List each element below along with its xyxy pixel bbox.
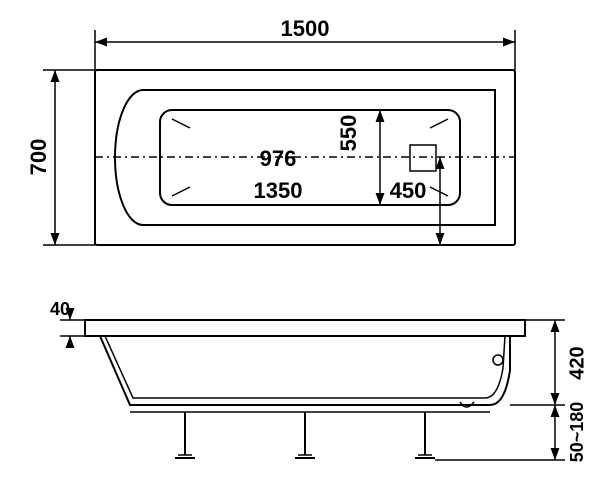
dim-label: 1500 [281,16,330,41]
basin-bevel [430,119,448,128]
leg [175,412,195,458]
tub-body [100,336,510,405]
dim-lip: 40 [50,299,85,348]
leg [295,412,315,458]
overflow-hole [493,355,503,365]
basin-bevel [172,119,190,128]
dim-label: 450 [390,178,427,203]
dim-depth: 420 [510,320,588,405]
basin-bevel [172,187,190,196]
dim-legs: 50~180 [435,402,587,463]
top-view: 1500 700 550 450 976 1350 [26,16,515,245]
leg [415,412,435,458]
dim-overall-height: 700 [26,70,95,245]
dim-label: 50~180 [567,402,587,463]
dim-label: 420 [566,346,588,379]
dim-inner-width: 1350 [254,178,303,203]
basin-bevel [430,187,448,196]
dim-label: 1350 [254,178,303,203]
dim-label: 700 [26,139,51,176]
side-view: 40 420 50~180 [50,299,588,463]
bathtub-drawing: 1500 700 550 450 976 1350 [0,0,600,500]
dim-drain-offset: 976 [260,146,297,171]
tub-inner-line [105,336,505,398]
dim-label: 40 [50,299,70,319]
dim-label: 550 [336,115,361,152]
dim-half-height: 450 [390,157,440,245]
dim-label: 976 [260,146,297,171]
dim-overall-width: 1500 [95,16,515,70]
tub-lip [85,320,525,336]
drain [410,145,436,171]
